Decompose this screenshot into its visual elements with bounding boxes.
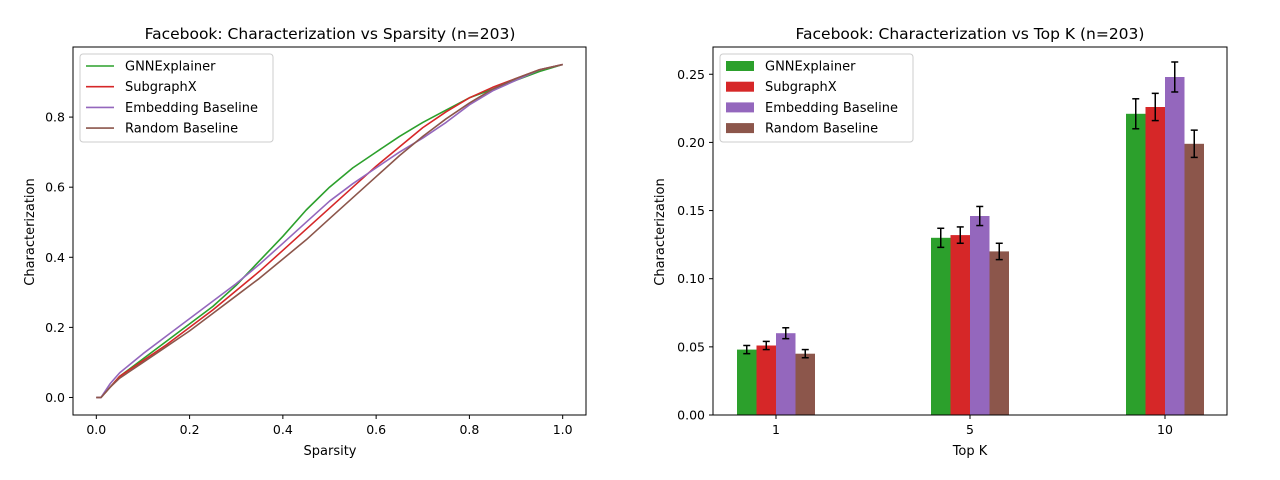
line-embedding-baseline xyxy=(96,63,563,399)
bar-random-baseline-k5 xyxy=(989,251,1009,415)
bar-gnnexplainer-k1 xyxy=(737,349,757,415)
left-x-tick-label: 0.0 xyxy=(86,422,106,437)
bar-gnnexplainer-k10 xyxy=(1126,113,1146,416)
right-legend-label-random-baseline: Random Baseline xyxy=(765,122,878,137)
left-legend-label-embedding-baseline: Embedding Baseline xyxy=(125,101,258,116)
left-legend-label-subgraphx: SubgraphX xyxy=(125,80,197,95)
left-legend: GNNExplainer SubgraphX Embedding Baseline R… xyxy=(79,53,274,143)
right-y-tick-label: 0.20 xyxy=(677,135,705,150)
bar-gnnexplainer-k5 xyxy=(931,237,951,415)
left-x-tick-label: 1.0 xyxy=(553,422,573,437)
right-legend-label-embedding-baseline: Embedding Baseline xyxy=(765,101,898,116)
bar-embedding-baseline-k5 xyxy=(970,216,990,415)
right-x-tick-label: 5 xyxy=(966,422,974,437)
right-plot-frame xyxy=(712,46,1228,416)
right-legend-swatch-subgraphx xyxy=(726,81,754,92)
left-x-tick-label: 0.8 xyxy=(459,422,479,437)
right-y-tick-label: 0.05 xyxy=(677,339,705,354)
right-legend-swatch-gnnexplainer xyxy=(726,61,754,71)
line-random-baseline xyxy=(96,63,563,399)
right-y-tick-label: 0.10 xyxy=(677,271,705,286)
y-axis-label-characterization-left: Characterization xyxy=(23,178,38,286)
left-legend-label-random-baseline: Random Baseline xyxy=(125,122,238,137)
right-legend-label-subgraphx: SubgraphX xyxy=(765,80,837,95)
right-y-tick-label: 0.00 xyxy=(677,408,705,423)
chart-title-topk: Facebook: Characterization vs Top K (n=2… xyxy=(796,25,1145,43)
left-axis-ticks: 0.0 0.2 0.4 0.6 0.8 1.0 0.0 0.2 0.4 0.6 0.8 xyxy=(45,110,573,437)
left-x-tick-label: 0.4 xyxy=(273,422,293,437)
bar-embedding-baseline-k10 xyxy=(1165,77,1185,415)
bar-random-baseline-k10 xyxy=(1184,143,1204,416)
bar-subgraphx-k10 xyxy=(1145,107,1165,415)
left-plot-frame xyxy=(72,46,587,416)
right-y-tick-label: 0.15 xyxy=(677,203,705,218)
right-legend-swatch-random-baseline xyxy=(726,123,754,134)
right-axis-ticks: 1 5 10 0.00 0.05 0.10 0.15 0.20 0.25 xyxy=(677,67,1173,437)
topk-bar-chart: Facebook: Characterization vs Top K (n=2… xyxy=(653,25,1228,459)
left-legend-label-gnnexplainer: GNNExplainer xyxy=(125,60,216,75)
right-legend-swatch-embedding-baseline xyxy=(726,102,754,113)
right-legend-label-gnnexplainer: GNNExplainer xyxy=(765,60,856,75)
left-y-tick-label: 0.6 xyxy=(45,180,65,195)
left-x-tick-label: 0.2 xyxy=(180,422,200,437)
right-legend: GNNExplainer SubgraphX Embedding Baseline R… xyxy=(719,53,914,143)
bar-embedding-baseline-k1 xyxy=(776,333,796,415)
line-subgraphx xyxy=(96,63,563,399)
bar-subgraphx-k5 xyxy=(950,235,970,415)
right-legend-box xyxy=(719,53,914,143)
x-axis-label-topk: Top K xyxy=(952,444,988,459)
y-axis-label-characterization-right: Characterization xyxy=(653,178,668,286)
left-x-tick-label: 0.6 xyxy=(366,422,386,437)
sparsity-line-chart: Facebook: Characterization vs Sparsity (… xyxy=(23,25,587,459)
left-y-tick-label: 0.8 xyxy=(45,110,65,125)
left-y-tick-label: 0.2 xyxy=(45,320,65,335)
left-series-lines xyxy=(96,63,563,399)
left-legend-box xyxy=(79,53,274,143)
left-y-tick-label: 0.0 xyxy=(45,390,65,405)
chart-title-sparsity: Facebook: Characterization vs Sparsity (… xyxy=(145,25,516,43)
x-axis-label-sparsity: Sparsity xyxy=(304,444,357,459)
right-y-tick-label: 0.25 xyxy=(677,67,705,82)
right-x-tick-label: 10 xyxy=(1157,422,1173,437)
right-series-bars xyxy=(737,61,1204,416)
bar-subgraphx-k1 xyxy=(756,345,776,415)
right-x-tick-label: 1 xyxy=(772,422,780,437)
left-y-tick-label: 0.4 xyxy=(45,250,65,265)
bar-random-baseline-k1 xyxy=(795,353,815,415)
